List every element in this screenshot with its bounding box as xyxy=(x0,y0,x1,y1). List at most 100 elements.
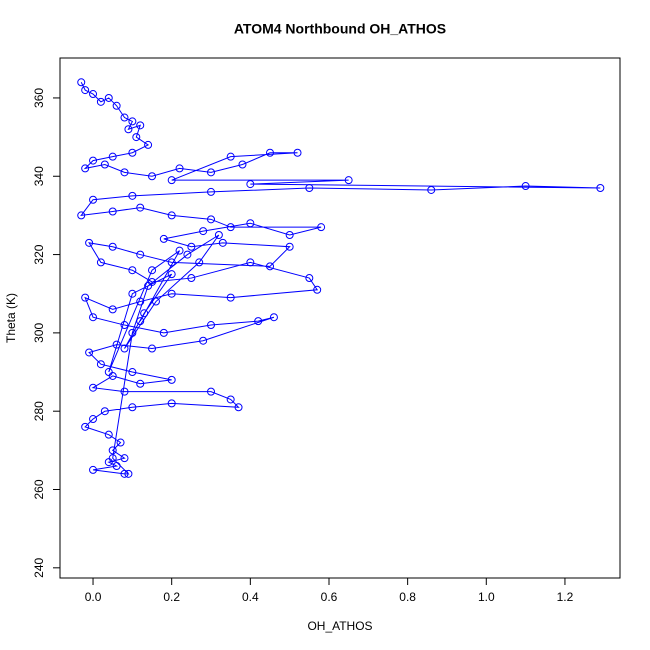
point xyxy=(344,176,353,185)
point xyxy=(226,223,235,232)
point xyxy=(124,125,133,134)
point xyxy=(81,422,90,431)
point xyxy=(226,152,235,161)
point xyxy=(120,387,129,396)
point xyxy=(199,336,208,345)
x-tick-label: 0.6 xyxy=(321,590,338,604)
point xyxy=(120,454,129,463)
point xyxy=(89,195,98,204)
point xyxy=(207,321,216,330)
point xyxy=(124,469,133,478)
point xyxy=(136,297,145,306)
y-tick-label: 340 xyxy=(32,166,46,186)
point xyxy=(89,313,98,322)
point xyxy=(108,454,117,463)
point xyxy=(120,113,129,122)
point xyxy=(293,148,302,157)
point xyxy=(521,182,530,191)
point xyxy=(207,215,216,224)
plot-frame xyxy=(59,57,621,579)
point xyxy=(128,191,137,200)
point xyxy=(136,317,145,326)
point xyxy=(128,289,137,298)
point xyxy=(108,446,117,455)
point xyxy=(266,262,274,271)
point xyxy=(89,415,98,424)
point xyxy=(120,344,129,353)
point xyxy=(167,375,176,384)
point xyxy=(596,184,605,192)
point xyxy=(128,117,137,126)
point xyxy=(246,180,255,189)
point xyxy=(120,168,129,177)
point xyxy=(96,258,105,267)
point xyxy=(167,289,176,298)
point xyxy=(89,156,98,165)
x-tick-label: 1.0 xyxy=(478,590,495,604)
point xyxy=(159,234,168,243)
point xyxy=(246,219,255,228)
point xyxy=(148,344,157,353)
y-tick-label: 360 xyxy=(32,88,46,108)
point xyxy=(305,184,314,192)
point xyxy=(187,242,196,251)
point xyxy=(183,250,192,259)
point xyxy=(108,152,117,161)
point xyxy=(77,78,86,87)
point xyxy=(85,238,94,247)
point xyxy=(89,465,98,474)
chart-title: ATOM4 Northbound OH_ATHOS xyxy=(234,21,446,37)
point xyxy=(167,211,176,220)
point xyxy=(285,242,294,251)
point xyxy=(226,395,235,404)
point xyxy=(128,266,137,275)
y-tick-label: 240 xyxy=(32,557,46,577)
point xyxy=(136,379,145,388)
point xyxy=(175,246,184,255)
point xyxy=(100,160,109,169)
point xyxy=(167,258,176,267)
point xyxy=(195,258,204,267)
point xyxy=(144,140,153,149)
point xyxy=(128,148,137,157)
x-tick-label: 0.2 xyxy=(163,590,180,604)
point xyxy=(132,133,141,142)
point xyxy=(112,101,121,110)
point xyxy=(85,348,94,357)
point xyxy=(199,227,208,236)
point xyxy=(120,321,129,330)
point xyxy=(167,270,176,279)
point xyxy=(246,258,255,267)
point xyxy=(226,293,235,302)
point xyxy=(136,250,145,259)
series-line xyxy=(80,82,601,475)
point xyxy=(104,430,113,439)
point xyxy=(148,266,157,275)
point xyxy=(89,383,98,392)
point xyxy=(266,148,274,157)
y-tick-label: 260 xyxy=(32,479,46,499)
point xyxy=(313,285,322,294)
point xyxy=(81,164,90,173)
point xyxy=(81,293,90,302)
point xyxy=(116,438,125,447)
point xyxy=(108,242,117,251)
x-tick-label: 0.8 xyxy=(399,590,416,604)
point xyxy=(128,403,137,412)
point xyxy=(148,172,157,181)
point xyxy=(214,230,223,239)
point xyxy=(108,305,117,314)
y-tick-label: 300 xyxy=(32,323,46,343)
point xyxy=(285,230,294,239)
point xyxy=(100,407,109,416)
point xyxy=(207,168,216,177)
point xyxy=(77,211,86,220)
point xyxy=(136,121,145,130)
x-tick-label: 1.2 xyxy=(557,590,574,604)
point xyxy=(104,368,113,377)
point xyxy=(159,328,168,337)
point xyxy=(96,360,105,369)
point xyxy=(81,86,90,95)
point xyxy=(218,238,227,247)
